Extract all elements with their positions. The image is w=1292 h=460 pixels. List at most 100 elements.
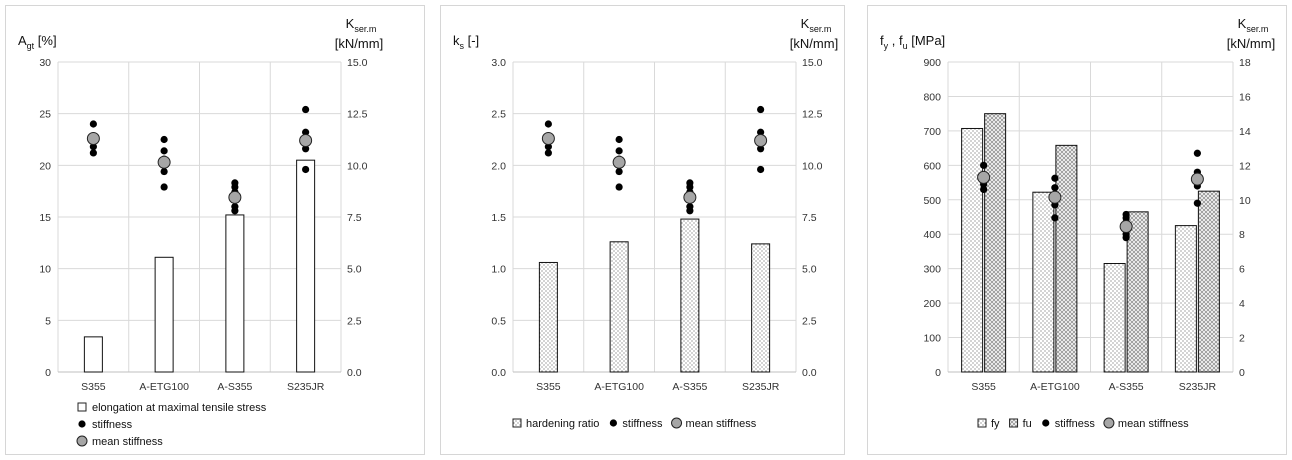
y2-tick-label: 12.5 [802, 109, 823, 121]
y-tick-label: 0 [45, 367, 51, 379]
y-axis-title: ks [-] [453, 33, 479, 51]
y2-tick-label: 8 [1239, 229, 1245, 241]
stiffness-point [302, 145, 310, 153]
y-tick-label: 700 [923, 126, 941, 138]
y2-tick-label: 16 [1239, 91, 1251, 103]
y-tick-label: 3.0 [491, 57, 506, 69]
x-category-label: A-S355 [672, 381, 707, 393]
y-tick-label: 200 [923, 298, 941, 310]
stiffness-point [89, 143, 97, 151]
y2-axis-unit: [kN/mm] [790, 36, 838, 51]
bar-fu [1197, 190, 1220, 373]
y2-tick-label: 6 [1239, 264, 1245, 276]
stiffness-point [160, 147, 168, 155]
stiffness-point [302, 165, 310, 174]
stiffness-point [160, 183, 168, 191]
x-category-label: S235JR [287, 381, 325, 393]
stiffness-point [544, 120, 552, 128]
legend-entry: stiffness [92, 419, 133, 431]
stiffness-point [980, 161, 988, 169]
stiffness-point [231, 183, 239, 191]
stiffness-point [980, 185, 988, 194]
y2-tick-label: 10.0 [347, 160, 368, 172]
stiffness-point [1193, 199, 1201, 207]
elongation-chart-panel: 0 5 10 15 20 25 30 0.0 2.5 5.0 7.5 10.0 12.5 15.0 S355… [5, 5, 425, 455]
stiffness-point [686, 183, 694, 191]
y-axis-title: Agt [%] [18, 33, 57, 51]
stiffness-point [302, 128, 310, 136]
legend-swatch [977, 418, 987, 428]
x-category-label: A-ETG100 [594, 381, 644, 393]
y-tick-label: 2.5 [491, 109, 506, 121]
y2-tick-label: 5.0 [347, 264, 362, 276]
bar-fu [1126, 211, 1149, 373]
stiffness-point [757, 105, 765, 114]
stiffness-point [615, 167, 623, 176]
y-tick-label: 600 [923, 160, 941, 172]
y-tick-label: 500 [923, 195, 941, 207]
mean-stiffness-point [541, 131, 555, 145]
strength-chart: 0 100 200 300 400 500 600 700 800 900 0 2 4 6 8 10 12 14 1… [880, 16, 1275, 430]
y2-tick-label: 15.0 [802, 57, 823, 69]
bar-hardening-ratio [751, 243, 771, 373]
y-axis-title: fy , fu [MPa] [880, 33, 945, 51]
y2-axis-title: Kser.m [346, 16, 377, 34]
mean-stiffness-point [228, 190, 242, 204]
y2-tick-label: 12 [1239, 160, 1251, 172]
legend-swatch [1009, 418, 1019, 428]
y-tick-label: 25 [39, 109, 51, 121]
legend-swatch [1042, 419, 1050, 427]
y2-tick-label: 18 [1239, 57, 1251, 69]
legend-entry: fu [1023, 418, 1032, 430]
y2-axis-title: Kser.m [1238, 16, 1269, 34]
legend-entry: mean stiffness [1118, 418, 1189, 430]
hardening-ratio-chart-panel: 0.0 0.5 1.0 1.5 2.0 2.5 3.0 0.0 2.5 5.0 7.5 10.0 12.… [440, 5, 845, 455]
hardening-ratio-chart: 0.0 0.5 1.0 1.5 2.0 2.5 3.0 0.0 2.5 5.0 7.5 10.0 12.… [453, 16, 838, 430]
x-category-label: A-S355 [217, 381, 252, 393]
y2-tick-label: 2.5 [802, 315, 817, 327]
legend-entry: fy [991, 418, 1000, 430]
legend-swatch [1103, 417, 1115, 429]
y-tick-label: 300 [923, 264, 941, 276]
stiffness-point [757, 128, 765, 136]
x-category-label: S355 [536, 381, 561, 393]
legend-swatch [76, 435, 88, 447]
stiffness-point [615, 183, 623, 191]
stiffness-point [160, 135, 168, 144]
bar-fy [1032, 191, 1055, 373]
stiffness-point [615, 147, 623, 155]
legend-entry: mean stiffness [92, 436, 163, 448]
bar-fu [984, 113, 1007, 373]
y2-tick-label: 10 [1239, 195, 1251, 207]
y2-tick-label: 0.0 [802, 367, 817, 379]
stiffness-point [1051, 184, 1059, 192]
y-tick-label: 0.0 [491, 367, 506, 379]
y-tick-label: 15 [39, 212, 51, 224]
bar-elongation-at-maximal-tensile-stress [296, 159, 316, 373]
stiffness-point [160, 167, 168, 176]
legend-entry: elongation at maximal tensile stress [92, 402, 267, 414]
bar-fy [1174, 225, 1197, 373]
mean-stiffness-point [754, 134, 768, 148]
y2-tick-label: 12.5 [347, 109, 368, 121]
stiffness-point [544, 143, 552, 151]
legend-swatch [78, 420, 86, 428]
y2-axis-unit: [kN/mm] [1227, 36, 1275, 51]
legend-swatch [609, 419, 617, 427]
stiffness-point [615, 135, 623, 144]
stiffness-point [1122, 234, 1130, 242]
y-tick-label: 20 [39, 160, 51, 172]
y-tick-label: 1.0 [491, 264, 506, 276]
x-category-label: S355 [81, 381, 106, 393]
x-category-label: S235JR [1179, 381, 1217, 393]
mean-stiffness-point [1190, 172, 1204, 186]
stiffness-point [544, 149, 552, 157]
bar-hardening-ratio [680, 218, 700, 373]
bar-hardening-ratio [609, 241, 629, 373]
y2-tick-label: 0.0 [347, 367, 362, 379]
stiffness-point [231, 207, 239, 215]
x-category-label: A-ETG100 [139, 381, 189, 393]
bar-fu [1055, 144, 1078, 373]
y2-tick-label: 14 [1239, 126, 1251, 138]
bar-fy [961, 127, 984, 373]
